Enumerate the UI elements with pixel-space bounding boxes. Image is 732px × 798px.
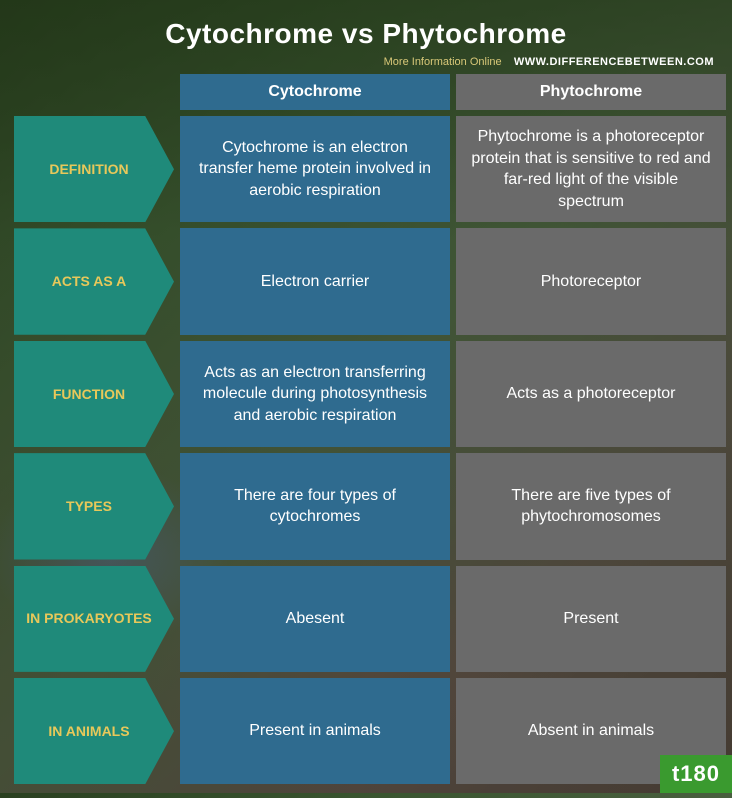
sub-header: More Information Online WWW.DIFFERENCEBE… (0, 56, 732, 74)
infographic-container: Cytochrome vs Phytochrome More Informati… (0, 0, 732, 793)
row-label-definition: DEFINITION (14, 116, 174, 222)
source-url: WWW.DIFFERENCEBETWEEN.COM (514, 56, 714, 68)
cell-prokaryotes-cytochrome: Abesent (180, 566, 450, 672)
cell-prokaryotes-phytochrome: Present (456, 566, 726, 672)
sub-label: More Information Online (384, 56, 502, 68)
row-label-prokaryotes: IN PROKARYOTES (14, 566, 174, 672)
row-label-function: FUNCTION (14, 341, 174, 447)
cell-acts-as-phytochrome: Photoreceptor (456, 228, 726, 334)
cell-definition-cytochrome: Cytochrome is an electron transfer heme … (180, 116, 450, 222)
column-header-phytochrome: Phytochrome (456, 74, 726, 110)
row-label-acts-as: ACTS AS A (14, 228, 174, 334)
cell-types-phytochrome: There are five types of phytochromosomes (456, 453, 726, 559)
watermark-badge: t180 (660, 755, 732, 793)
cell-acts-as-cytochrome: Electron carrier (180, 228, 450, 334)
cell-function-cytochrome: Acts as an electron transferring molecul… (180, 341, 450, 447)
page-title: Cytochrome vs Phytochrome (0, 18, 732, 50)
cell-function-phytochrome: Acts as a photoreceptor (456, 341, 726, 447)
blank-corner (14, 74, 174, 110)
comparison-grid: Cytochrome Phytochrome DEFINITION Cytoch… (0, 74, 732, 798)
header: Cytochrome vs Phytochrome (0, 0, 732, 56)
cell-animals-cytochrome: Present in animals (180, 678, 450, 784)
cell-types-cytochrome: There are four types of cytochromes (180, 453, 450, 559)
row-label-types: TYPES (14, 453, 174, 559)
row-label-animals: IN ANIMALS (14, 678, 174, 784)
column-header-cytochrome: Cytochrome (180, 74, 450, 110)
cell-definition-phytochrome: Phytochrome is a photoreceptor protein t… (456, 116, 726, 222)
